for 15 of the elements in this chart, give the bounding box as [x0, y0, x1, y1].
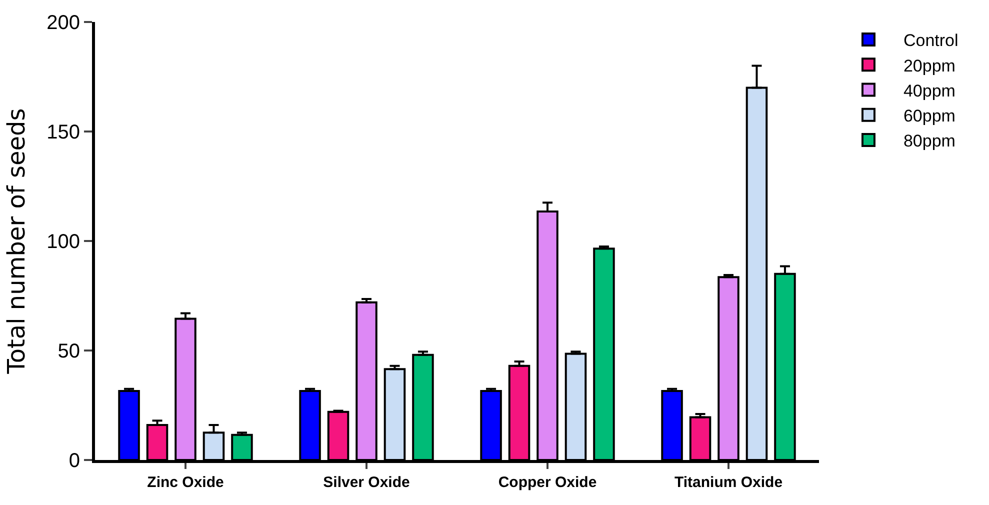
y-tick-label: 0 [68, 450, 80, 472]
x-tick-label: Zinc Oxide [147, 474, 224, 491]
x-tick-label: Silver Oxide [323, 474, 410, 491]
legend-label: 80ppm [903, 132, 956, 151]
legend-label: 20ppm [903, 56, 956, 76]
legend-label: 40ppm [903, 81, 956, 100]
y-tick-label: 150 [46, 122, 80, 144]
y-tick-label: 50 [58, 340, 80, 362]
y-axis-title: Total number of seeds [2, 108, 31, 375]
y-tick-label: 100 [46, 231, 80, 253]
legend-label: Control [903, 31, 958, 50]
x-tick-label: Titanium Oxide [674, 474, 783, 491]
legend-label: 60ppm [903, 106, 956, 126]
y-tick-label: 200 [46, 12, 80, 34]
x-tick-label: Copper Oxide [498, 474, 597, 491]
